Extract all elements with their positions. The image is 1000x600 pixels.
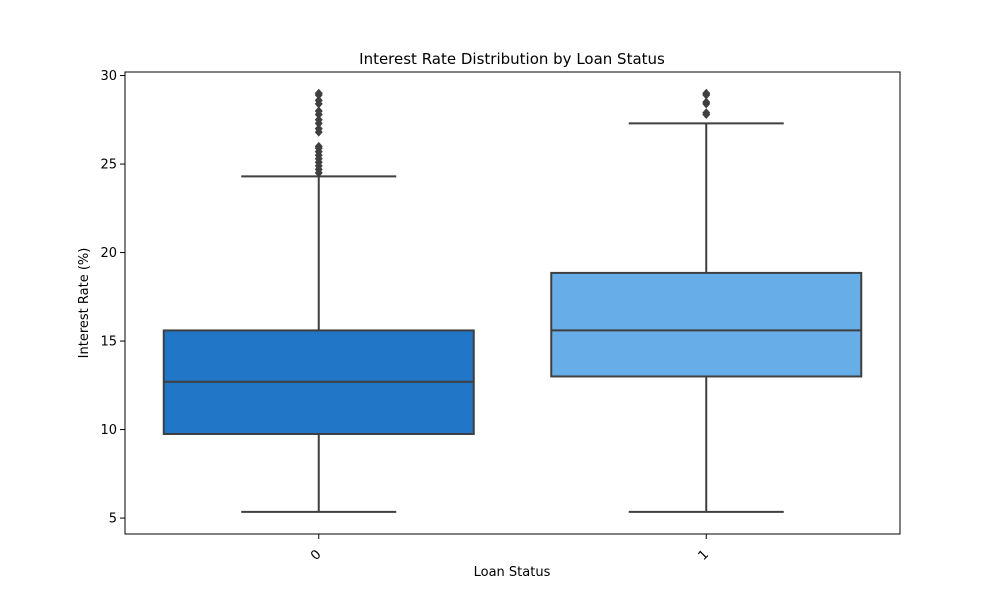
outlier-point (314, 88, 323, 98)
outlier-point (314, 95, 323, 105)
outlier-point (702, 108, 711, 118)
y-tick-label: 25 (100, 158, 117, 173)
y-tick-label: 5 (109, 512, 117, 527)
x-tick-label: 0 (308, 547, 324, 563)
x-axis-label: Loan Status (474, 565, 551, 580)
y-tick-label: 10 (100, 423, 117, 438)
chart-title: Interest Rate Distribution by Loan Statu… (359, 50, 665, 68)
plot-area: 5 10 15 20 25 30 0 1 (100, 69, 901, 564)
y-axis-label: Interest Rate (%) (77, 248, 92, 359)
y-tick-label: 20 (100, 246, 117, 261)
y-tick-label: 15 (100, 335, 117, 350)
x-tick-label: 1 (696, 547, 712, 563)
outlier-point (702, 88, 711, 98)
y-tick-label: 30 (100, 69, 117, 84)
outlier-point (314, 106, 323, 116)
box-1 (550, 271, 863, 378)
outlier-point (702, 97, 711, 107)
outlier-point (314, 115, 323, 125)
plot-frame (124, 71, 901, 535)
outlier-point (314, 141, 323, 151)
outlier-point (314, 124, 323, 134)
